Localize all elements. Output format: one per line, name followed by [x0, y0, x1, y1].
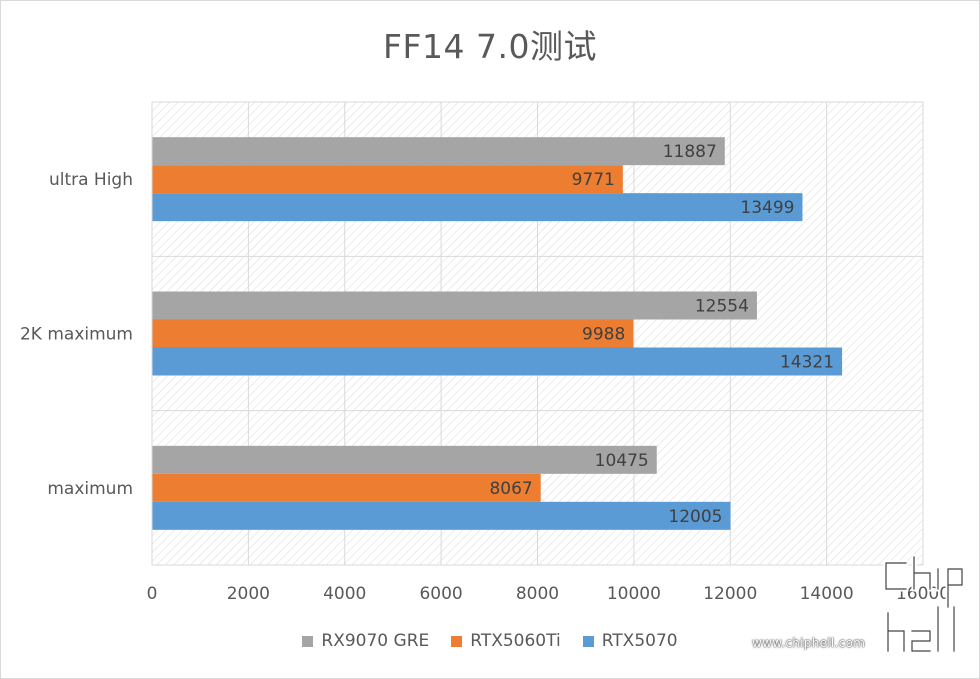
x-tick-label: 10000: [607, 584, 661, 604]
bar: [152, 137, 725, 166]
x-tick-label: 2000: [227, 584, 270, 604]
data-label: 13499: [740, 198, 794, 218]
chart-title: FF14 7.0测试: [383, 27, 597, 66]
data-label: 12005: [668, 507, 722, 527]
legend-swatch: [302, 635, 314, 647]
x-tick-label: 4000: [323, 584, 366, 604]
bar: [152, 319, 634, 348]
legend-swatch: [451, 635, 463, 647]
category-label: maximum: [47, 479, 133, 499]
legend-item: RTX5070: [582, 631, 678, 651]
legend-swatch: [582, 635, 594, 647]
data-label: 12554: [695, 297, 749, 317]
data-label: 9771: [572, 170, 615, 190]
chiphell-logo: [883, 554, 965, 654]
bar: [152, 291, 757, 320]
legend-label: RX9070 GRE: [321, 631, 430, 651]
legend: RX9070 GRE RTX5060Ti RTX5070: [0, 631, 980, 651]
x-tick-label: 8000: [516, 584, 559, 604]
bar: [152, 473, 541, 502]
x-tick-label: 14000: [800, 584, 854, 604]
bar: [152, 193, 803, 222]
data-label: 8067: [489, 479, 532, 499]
x-tick-label: 12000: [703, 584, 757, 604]
bar: [152, 165, 623, 194]
bar: [152, 501, 731, 530]
data-label: 14321: [780, 353, 834, 373]
data-label: 10475: [595, 451, 649, 471]
data-label: 11887: [663, 142, 717, 162]
legend-item: RX9070 GRE: [302, 631, 429, 651]
category-label: 2K maximum: [20, 325, 133, 345]
x-tick-label: 0: [147, 584, 158, 604]
category-label: ultra High: [49, 170, 133, 190]
data-label: 9988: [582, 325, 625, 345]
bar: [152, 347, 843, 376]
bar: [152, 445, 657, 474]
legend-item: RTX5060Ti: [451, 631, 561, 651]
legend-label: RTX5060Ti: [470, 631, 561, 651]
watermark-url: www.chiphell.com: [752, 636, 866, 650]
x-tick-label: 6000: [419, 584, 462, 604]
legend-label: RTX5070: [601, 631, 678, 651]
